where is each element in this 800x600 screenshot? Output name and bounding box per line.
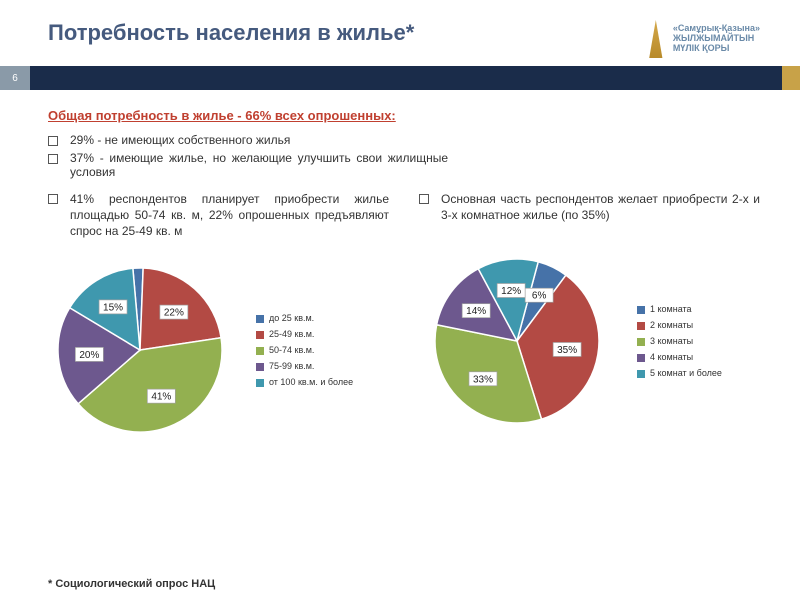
legend-item: 3 комнаты [637,336,722,346]
col-right: Основная часть респондентов желает приоб… [419,191,760,450]
svg-text:6%: 6% [532,291,547,302]
pie-label: 20% [75,347,103,361]
legend-item: до 25 кв.м. [256,313,353,323]
subtitle: Общая потребность в жилье - 66% всех опр… [48,108,760,123]
logo-tower-icon [645,20,667,58]
left-chart-wrap: 22% 41% 20% 15% до 25 кв.м. 25-49 кв.м. 50-74… [48,250,389,450]
legend-item: 5 комнат и более [637,368,722,378]
pie-label: 6% [525,289,553,303]
legend-label: 3 комнаты [650,336,693,346]
legend-label: 1 комната [650,304,692,314]
top-bullets: 29% - не имеющих собственного жилья 37% -… [48,133,448,179]
legend-item: 50-74 кв.м. [256,345,353,355]
svg-text:12%: 12% [501,286,521,297]
header: Потребность населения в жилье* «Самұрық-… [0,0,800,66]
legend-item: 1 комната [637,304,722,314]
legend-label: 2 комнаты [650,320,693,330]
legend-label: 4 комнаты [650,352,693,362]
legend-swatch [256,347,264,355]
right-text-list: Основная часть респондентов желает приоб… [419,191,760,223]
svg-text:20%: 20% [79,349,99,360]
svg-text:14%: 14% [466,307,486,318]
svg-text:33%: 33% [473,375,493,386]
page-title: Потребность населения в жилье* [48,20,414,46]
top-bar: 6 [0,66,800,90]
legend-swatch [637,354,645,362]
content: Общая потребность в жилье - 66% всех опр… [0,90,800,450]
svg-text:41%: 41% [151,391,171,402]
legend-label: от 100 кв.м. и более [269,377,353,387]
left-legend: до 25 кв.м. 25-49 кв.м. 50-74 кв.м. 75-99 к… [256,313,353,387]
svg-text:35%: 35% [557,345,577,356]
legend-swatch [256,379,264,387]
pie-label: 15% [99,299,127,313]
legend-swatch [637,338,645,346]
legend-item: 4 комнаты [637,352,722,362]
logo-text: «Самұрық-Қазына» ЖЫЛЖЫМАЙТЫН МҮЛІК ҚОРЫ [673,24,760,54]
bullet-item: 29% - не имеющих собственного жилья [48,133,448,147]
footnote: * Социологический опрос НАЦ [48,578,215,590]
legend-item: от 100 кв.м. и более [256,377,353,387]
right-pie-chart: 6% 35% 33% 14% 12% [419,241,629,441]
legend-item: 25-49 кв.м. [256,329,353,339]
legend-label: 50-74 кв.м. [269,345,314,355]
pie-label: 35% [553,343,581,357]
logo: «Самұрық-Қазына» ЖЫЛЖЫМАЙТЫН МҮЛІК ҚОРЫ [645,20,760,58]
left-text-list: 41% респондентов планирует приобрести жи… [48,191,389,240]
pie-label: 12% [497,284,525,298]
bar-gold [782,66,800,90]
legend-swatch [637,370,645,378]
svg-text:22%: 22% [164,307,184,318]
svg-text:15%: 15% [103,302,123,313]
pie-label: 14% [462,304,490,318]
right-chart-wrap: 6% 35% 33% 14% 12% 1 комната 2 комнаты 3 комна… [419,233,760,449]
page-number: 6 [0,66,30,90]
col-left: 41% респондентов планирует приобрести жи… [48,191,389,450]
legend-item: 2 комнаты [637,320,722,330]
right-legend: 1 комната 2 комнаты 3 комнаты 4 комнаты 5 ко… [637,304,722,378]
legend-swatch [637,306,645,314]
legend-swatch [637,322,645,330]
legend-item: 75-99 кв.м. [256,361,353,371]
legend-swatch [256,363,264,371]
pie-label: 33% [469,372,497,386]
legend-label: 25-49 кв.м. [269,329,314,339]
legend-swatch [256,315,264,323]
left-text: 41% респондентов планирует приобрести жи… [48,191,389,240]
pie-label: 41% [147,389,175,403]
columns: 41% респондентов планирует приобрести жи… [48,191,760,450]
right-text: Основная часть респондентов желает приоб… [419,191,760,223]
pie-label: 22% [160,305,188,319]
bullet-item: 37% - имеющие жилье, но желающие улучшит… [48,151,448,179]
legend-label: 75-99 кв.м. [269,361,314,371]
bar-navy [30,66,782,90]
legend-swatch [256,331,264,339]
legend-label: до 25 кв.м. [269,313,314,323]
legend-label: 5 комнат и более [650,368,722,378]
left-pie-chart: 22% 41% 20% 15% [48,250,248,450]
